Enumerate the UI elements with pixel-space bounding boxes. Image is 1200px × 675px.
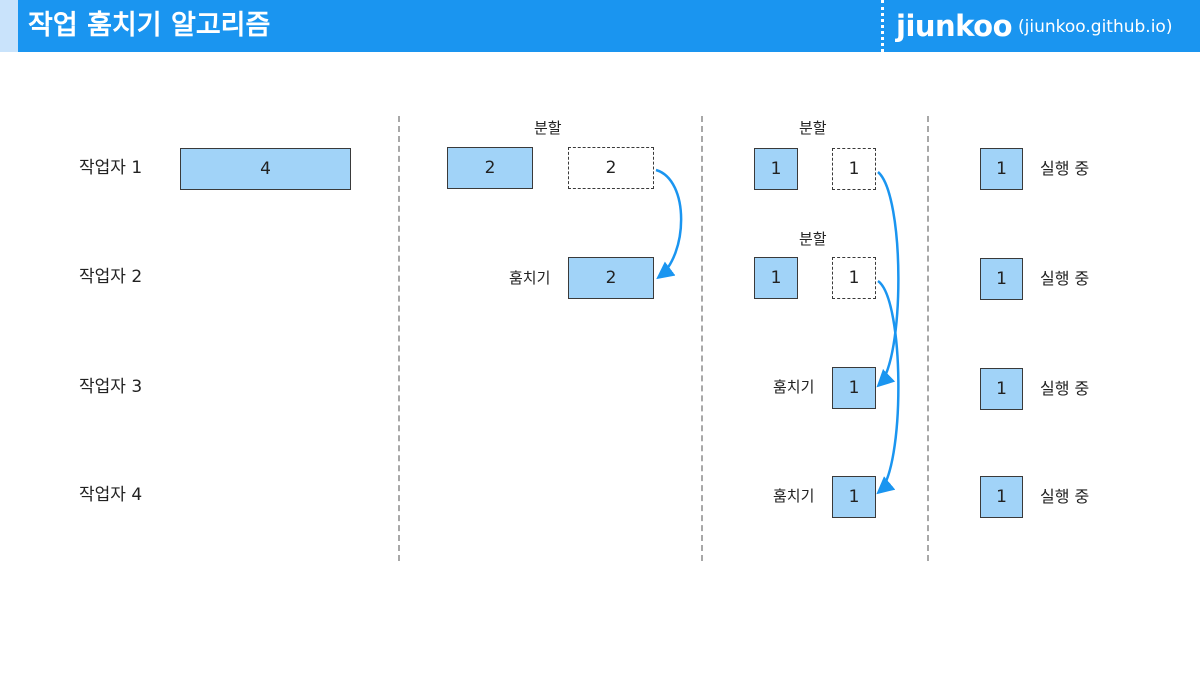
worker-label-2: 작업자 2 [79,267,143,287]
stage4-worker3-task: 1 [980,368,1023,410]
header-divider [881,0,884,52]
stage-divider-2 [701,116,703,561]
stage2-worker2-stolen-task: 2 [568,257,654,299]
header-accent [0,0,18,52]
stage1-worker1-task: 4 [180,148,351,190]
steal-arrow-stage2 [655,168,683,280]
stage4-worker3-status: 실행 중 [1040,379,1090,398]
page-title: 작업 훔치기 알고리즘 [28,10,271,41]
steal-arrow-stage3-worker4 [876,279,900,495]
steal-arrow-stage3-worker3 [876,171,900,388]
stage3-worker3-stolen-task: 1 [832,367,876,409]
stage4-worker1-status: 실행 중 [1040,159,1090,178]
stage3-worker4-stolen-task: 1 [832,476,876,518]
stage3-worker1-split-task: 1 [832,148,876,190]
stage-divider-3 [927,116,929,561]
stage4-worker1-task: 1 [980,148,1023,190]
stage4-worker4-task: 1 [980,476,1023,518]
stage3-worker1-kept-task: 1 [754,148,798,190]
brand-logo: jiunkoo [896,9,1013,43]
stage3-split-label-2: 분할 [799,230,827,248]
stage2-split-label: 분할 [534,119,562,137]
stage3-split-label-1: 분할 [799,119,827,137]
header-bar: 작업 훔치기 알고리즘 jiunkoo (jiunkoo.github.io) [0,0,1200,52]
stage2-steal-label: 훔치기 [509,269,551,287]
worker-label-3: 작업자 3 [79,377,143,397]
stage4-worker4-status: 실행 중 [1040,487,1090,506]
worker-label-4: 작업자 4 [79,485,143,505]
stage3-worker2-kept-task: 1 [754,257,798,299]
stage2-worker1-split-task: 2 [568,147,654,189]
stage3-worker2-split-task: 1 [832,257,876,299]
stage4-worker2-status: 실행 중 [1040,269,1090,288]
stage4-worker2-task: 1 [980,258,1023,300]
stage3-worker3-steal-label: 훔치기 [773,378,815,396]
stage-divider-1 [398,116,400,561]
worker-label-1: 작업자 1 [79,158,143,178]
brand-url: (jiunkoo.github.io) [1018,17,1173,37]
stage3-worker4-steal-label: 훔치기 [773,487,815,505]
stage2-worker1-kept-task: 2 [447,147,533,189]
